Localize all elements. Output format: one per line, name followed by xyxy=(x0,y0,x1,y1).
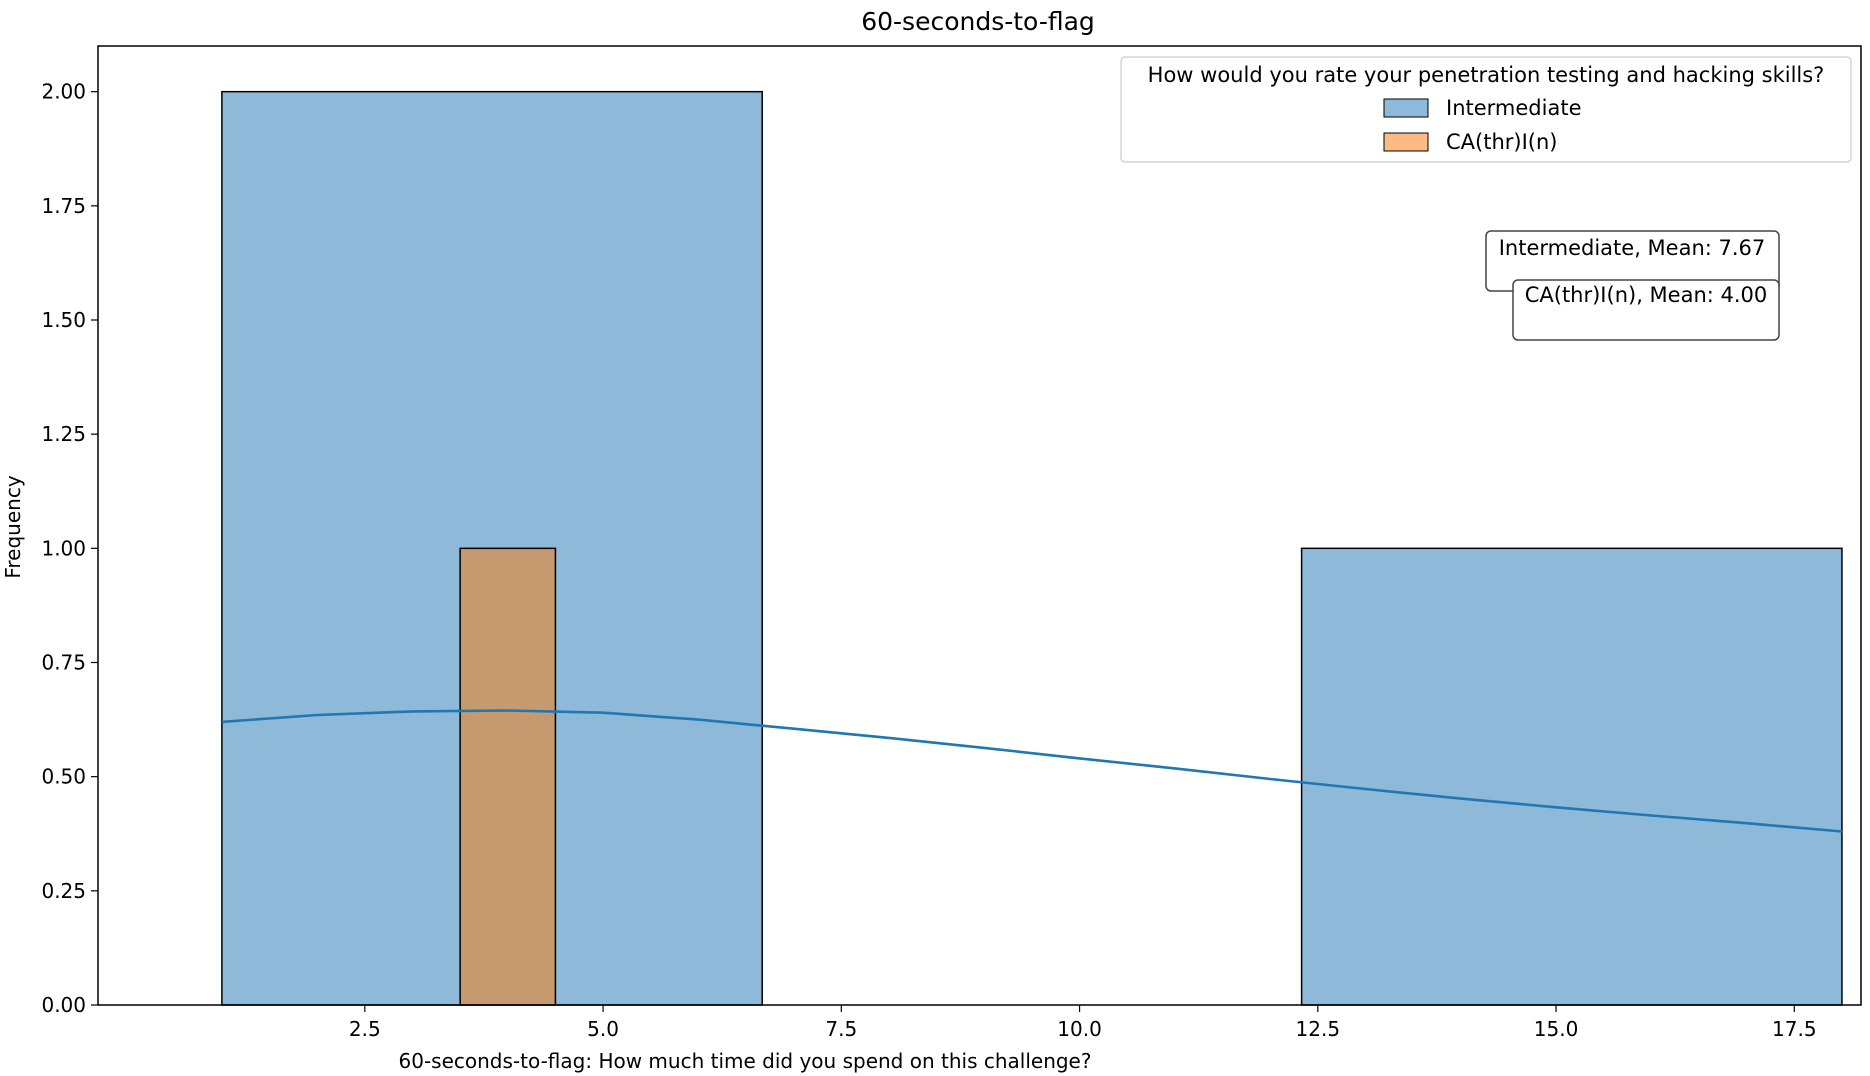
y-tick-label: 0.50 xyxy=(41,765,86,789)
x-tick-label: 12.5 xyxy=(1296,1017,1341,1041)
mean-annotation-cathrin: CA(thr)I(n), Mean: 4.00 xyxy=(1512,279,1780,341)
chart-title: 60-seconds-to-flag xyxy=(861,7,1095,36)
kde-line-intermediate xyxy=(221,709,1843,833)
y-tick-label: 2.00 xyxy=(41,80,86,104)
x-tick-label: 17.5 xyxy=(1772,1017,1817,1041)
legend-frame xyxy=(1120,56,1852,163)
legend-label-intermediate: Intermediate xyxy=(1446,96,1582,120)
y-tick-label: 0.75 xyxy=(41,651,86,675)
x-axis-label: 60-seconds-to-flag: How much time did yo… xyxy=(399,1049,1092,1073)
y-tick-label: 1.00 xyxy=(41,536,86,560)
x-axis: 2.5 5.0 7.5 10.0 12.5 15.0 17.5 xyxy=(349,1005,1817,1041)
y-tick-label: 1.75 xyxy=(41,194,86,218)
bar-intermediate-2 xyxy=(1300,547,1843,1006)
bar-ca-thr-i-n-0 xyxy=(459,547,557,1006)
x-tick-label: 7.5 xyxy=(825,1017,857,1041)
x-tick-label: 15.0 xyxy=(1534,1017,1579,1041)
y-tick-label: 1.25 xyxy=(41,422,86,446)
y-tick-label: 0.25 xyxy=(41,879,86,903)
kde-layer xyxy=(221,709,1843,833)
plot-area-frame xyxy=(97,45,1862,1006)
y-tick-label: 1.50 xyxy=(41,308,86,332)
x-tick-label: 5.0 xyxy=(587,1017,619,1041)
legend-label-cathrin: CA(thr)I(n) xyxy=(1446,130,1557,154)
legend-swatch-intermediate xyxy=(1383,98,1429,118)
x-tick-label: 2.5 xyxy=(349,1017,381,1041)
mean-annotation-intermediate: Intermediate, Mean: 7.67 xyxy=(1485,230,1780,292)
legend-title: How would you rate your penetration test… xyxy=(1148,63,1825,87)
y-axis-label: Frequency xyxy=(1,475,25,578)
x-tick-label: 10.0 xyxy=(1057,1017,1102,1041)
mean-text-cathrin: CA(thr)I(n), Mean: 4.00 xyxy=(1525,283,1768,307)
legend-swatch-cathrin xyxy=(1383,132,1429,152)
legend: How would you rate your penetration test… xyxy=(1120,56,1852,163)
mean-text-intermediate: Intermediate, Mean: 7.67 xyxy=(1499,236,1766,260)
y-tick-label: 0.00 xyxy=(41,993,86,1017)
bars-layer xyxy=(221,90,1843,1006)
y-axis: 0.00 0.25 0.50 0.75 1.00 1.25 1.50 1.75 2.00 xyxy=(41,80,98,1017)
